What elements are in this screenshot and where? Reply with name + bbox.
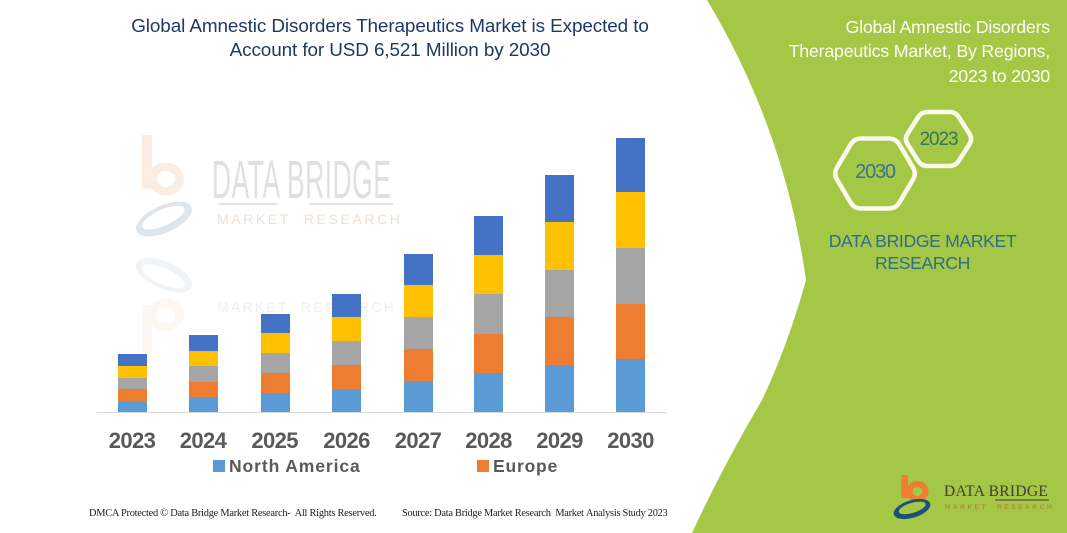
svg-text:2023: 2023: [920, 129, 958, 150]
svg-text:2030: 2030: [855, 161, 896, 183]
svg-text:DATA BRIDGE: DATA BRIDGE: [944, 483, 1048, 500]
svg-text:MARKET RESEARCH: MARKET RESEARCH: [945, 504, 1054, 511]
